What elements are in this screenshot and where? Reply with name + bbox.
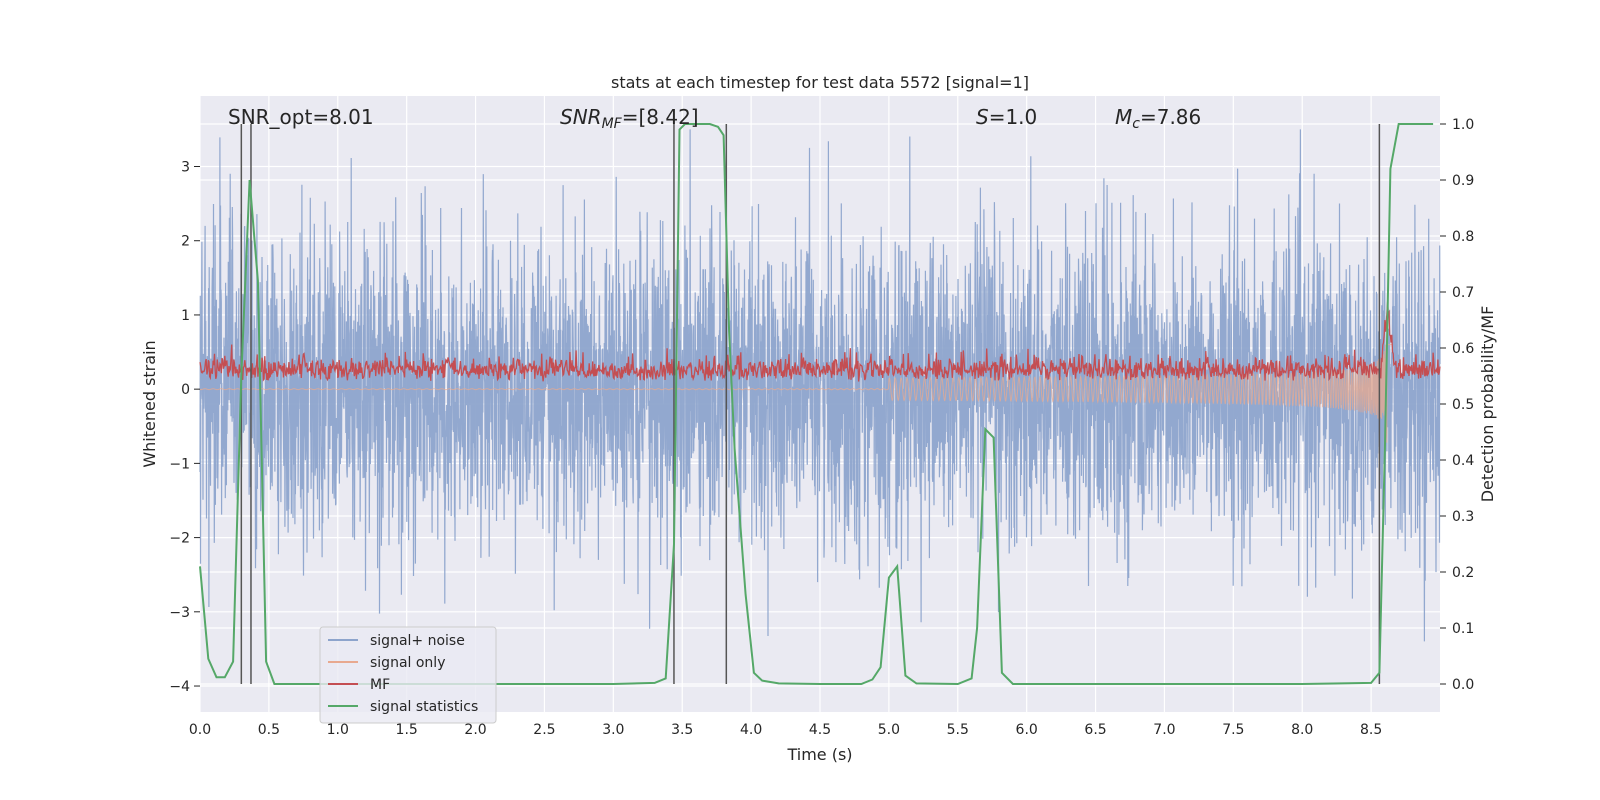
y-tick-label: 2 (181, 234, 190, 250)
x-tick-label: 0.5 (258, 722, 280, 738)
y-tick-label: −4 (169, 679, 190, 695)
x-tick-label: 8.0 (1291, 722, 1313, 738)
series-signal-noise (199, 129, 1441, 642)
x-tick-label: 0.0 (189, 722, 211, 738)
x-tick-label: 2.5 (533, 722, 555, 738)
x-tick-label: 7.0 (1153, 722, 1175, 738)
x-tick-label: 4.5 (809, 722, 831, 738)
series-mf (199, 301, 1441, 382)
annotation-s-rest: =1.0 (989, 105, 1038, 129)
chirp-line (199, 344, 1392, 443)
legend-label-signal-statistics: signal statistics (370, 699, 478, 715)
x-tick-label: 7.5 (1222, 722, 1244, 738)
mf-line (199, 301, 1441, 382)
y2-tick-label: 0.4 (1452, 453, 1474, 469)
series-signal-only (199, 344, 1392, 443)
x-tick-label: 1.0 (327, 722, 349, 738)
x-tick-label: 8.5 (1360, 722, 1382, 738)
y2-tick-label: 0.9 (1452, 173, 1474, 189)
y2-axis-label: Detection probability/MF (1478, 306, 1497, 503)
y-axis-ticks: −4 −3 −2 −1 0 1 2 3 (169, 160, 200, 695)
vertical-markers (240, 124, 1381, 684)
y-tick-label: 1 (181, 308, 190, 324)
x-tick-label: 6.0 (1016, 722, 1038, 738)
y-axis-label: Whitened strain (140, 340, 159, 467)
annotation-mc-main: M (1115, 105, 1132, 129)
y-tick-label: 3 (181, 160, 190, 176)
x-tick-label: 6.5 (1084, 722, 1106, 738)
annotation-mc: Mc=7.86 (1115, 105, 1201, 132)
legend-label-signal-noise: signal+ noise (370, 633, 465, 649)
y-tick-label: −2 (169, 531, 190, 547)
annotation-s-main: S (976, 105, 989, 129)
y2-tick-label: 0.8 (1452, 229, 1474, 245)
y2-tick-label: 0.6 (1452, 341, 1474, 357)
x-axis-label: Time (s) (786, 745, 852, 764)
annotation-snr-mf: SNRMF=[8.42] (560, 105, 699, 132)
y-tick-label: −1 (169, 456, 190, 472)
annotation-mc-sub: c (1132, 116, 1140, 132)
series-signal-statistics (199, 123, 1434, 686)
x-tick-label: 3.0 (602, 722, 624, 738)
legend-label-mf: MF (370, 677, 390, 693)
y2-tick-label: 0.7 (1452, 285, 1474, 301)
legend-label-signal-only: signal only (370, 655, 445, 671)
annotation-mc-rest: =7.86 (1140, 105, 1201, 129)
annotation-snr-mf-main: SNR (560, 105, 602, 129)
x-tick-label: 2.0 (464, 722, 486, 738)
annotation-snr-opt: SNR_opt=8.01 (228, 105, 374, 129)
annotation-snr-mf-rest: =[8.42] (622, 105, 699, 129)
y2-axis-ticks: 0.0 0.1 0.2 0.3 0.4 0.5 0.6 0.7 0.8 0.9 1.0 (1440, 117, 1474, 693)
annotation-snr-mf-sub: MF (602, 116, 623, 132)
x-tick-label: 3.5 (671, 722, 693, 738)
y2-tick-label: 0.2 (1452, 565, 1474, 581)
y2-tick-label: 1.0 (1452, 117, 1474, 133)
x-tick-label: 5.5 (947, 722, 969, 738)
x-axis-ticks: 0.0 0.5 1.0 1.5 2.0 2.5 3.0 3.5 4.0 4.5 5.0 5.5 6.0 6… (189, 722, 1382, 738)
x-tick-label: 1.5 (396, 722, 418, 738)
y2-tick-label: 0.0 (1452, 677, 1474, 693)
x-tick-label: 5.0 (878, 722, 900, 738)
chart-title: stats at each timestep for test data 557… (611, 73, 1029, 92)
y2-tick-label: 0.5 (1452, 397, 1474, 413)
y2-tick-label: 0.1 (1452, 621, 1474, 637)
statistics-line (199, 123, 1434, 686)
x-tick-label: 4.0 (740, 722, 762, 738)
legend-box (319, 626, 497, 724)
y-tick-label: 0 (181, 382, 190, 398)
y2-tick-label: 0.3 (1452, 509, 1474, 525)
y-tick-label: −3 (169, 605, 190, 621)
annotation-s: S=1.0 (976, 105, 1037, 129)
legend: signal+ noise signal only MF signal stat… (319, 626, 497, 724)
noise-line (199, 129, 1441, 642)
